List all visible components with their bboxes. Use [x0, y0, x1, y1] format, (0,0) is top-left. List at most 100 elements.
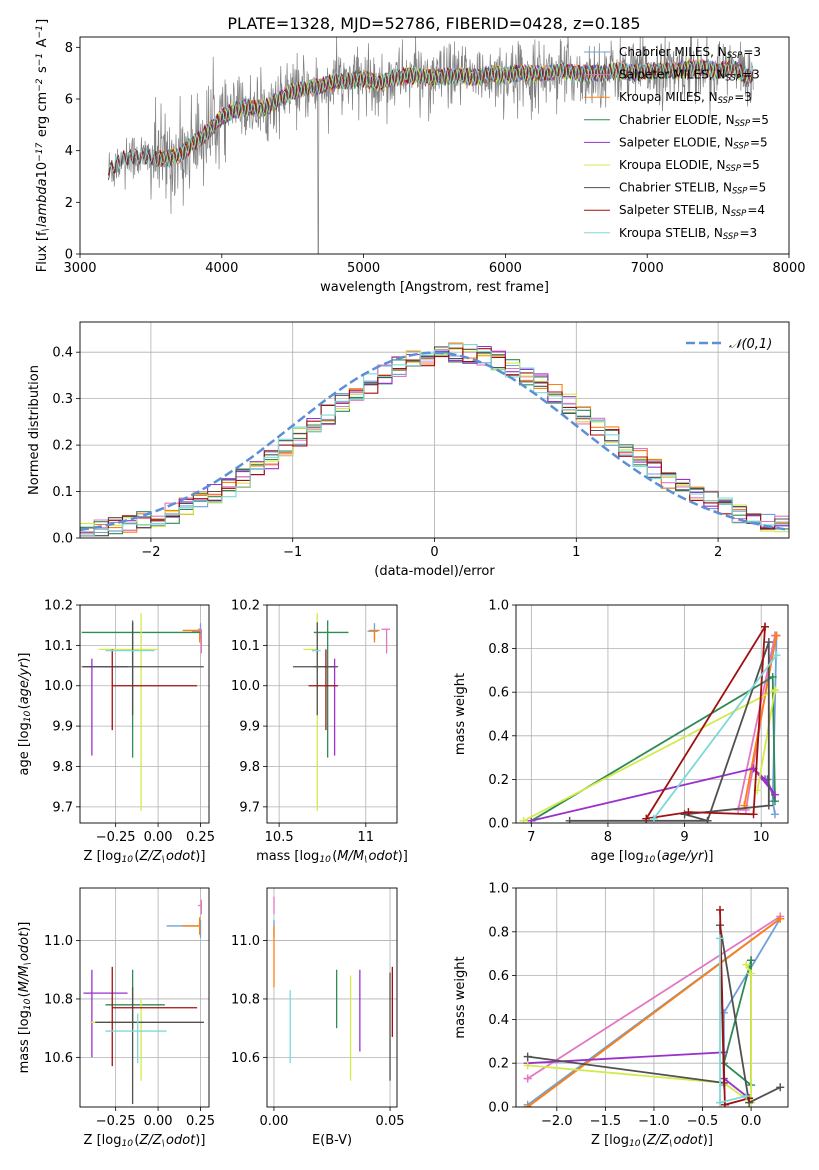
model-spectrum-salpeter-stelib — [107, 60, 754, 176]
y-axis-label: mass weight — [453, 673, 468, 755]
x-tick-label: −2 — [141, 545, 160, 560]
y-tick-label: 0.2 — [488, 773, 509, 788]
y-tick-label: 9.7 — [239, 800, 260, 815]
x-tick-label: 10 — [753, 830, 770, 845]
plot-area-ebv-mass — [273, 896, 394, 1081]
x-tick-label: −0.25 — [96, 830, 136, 845]
y-tick-label: 0.8 — [488, 642, 509, 657]
observed-spectrum — [108, 37, 754, 254]
weight-marker — [749, 810, 758, 819]
y-tick-label: 0.2 — [52, 439, 73, 454]
x-tick-label: 0.25 — [186, 1114, 215, 1129]
weight-marker — [565, 816, 574, 823]
legend-label: Chabrier MILES, NSSP =3 — [619, 45, 761, 60]
y-tick-label: 6 — [65, 93, 73, 108]
y-tick-label: 0.6 — [488, 969, 509, 984]
weight-line-chabrier-elodie — [530, 675, 776, 822]
panels: 3000 4000 5000 6000 7000 8000 0 2 4 6 8 wavelength … — [17, 19, 806, 1150]
plot-area-spectrum — [107, 37, 754, 254]
x-tick-label: 0 — [430, 545, 438, 560]
panel-ebv-mass: 0.00 0.05 10.6 10.8 11.0 E(B-V) — [231, 887, 405, 1148]
y-tick-label: 10.0 — [44, 679, 73, 694]
axes-frame — [515, 887, 789, 1108]
x-tick-label: 9 — [680, 830, 688, 845]
x-tick-label: 10.5 — [265, 830, 294, 845]
x-axis-label: mass [log10 (M/M\ odot)] — [256, 849, 408, 865]
legend-label: Kroupa MILES, NSSP =3 — [619, 90, 752, 105]
weight-marker — [703, 816, 712, 823]
weight-marker — [770, 810, 779, 819]
plot-area-weight-age — [519, 622, 781, 823]
weight-marker — [747, 969, 756, 978]
x-tick-label: 0.00 — [259, 1114, 288, 1129]
legend-label: Salpeter STELIB, NSSP =4 — [619, 203, 765, 218]
panel-Z-age: −0.25 0.00 0.25 9.7 9.8 9.9 10.0 10.1 10.2 Z [log… — [17, 599, 215, 866]
legend-label: Kroupa STELIB, NSSP =3 — [619, 226, 757, 241]
x-tick-label: 4000 — [205, 261, 238, 276]
x-tick-label: −1 — [283, 545, 302, 560]
y-tick-label: 2 — [65, 196, 73, 211]
weight-marker — [523, 1103, 532, 1107]
y-tick-label: 10.6 — [231, 1051, 260, 1066]
panel-spectrum: 3000 4000 5000 6000 7000 8000 0 2 4 6 8 wavelength … — [35, 19, 806, 295]
y-tick-label: 10.6 — [44, 1051, 73, 1066]
weight-marker — [523, 1052, 532, 1061]
y-tick-label: 10.0 — [231, 679, 260, 694]
y-tick-label: 4 — [65, 144, 73, 159]
axes-frame — [266, 604, 398, 824]
panel-residuals: −2 −1 0 1 2 0.0 0.1 0.2 0.3 0.4 (data-model)/error… — [27, 321, 790, 579]
legend-label: Kroupa ELODIE, NSSP =5 — [619, 158, 760, 173]
model-spectrum-kroupa-stelib — [107, 59, 754, 173]
y-tick-label: 0.8 — [488, 925, 509, 940]
panel-mass-age: 10.5 11 9.7 9.8 9.9 10.0 10.1 10.2 mass [log10 (… — [231, 599, 408, 866]
y-tick-label: 0.1 — [52, 485, 73, 500]
histogram-salpeter-stelib — [80, 347, 789, 537]
x-tick-label: 0.00 — [144, 1114, 173, 1129]
weight-marker — [772, 651, 781, 660]
y-tick-label: 9.7 — [52, 800, 73, 815]
x-tick-label: 8 — [604, 830, 612, 845]
x-axis-label: E(B-V) — [312, 1133, 352, 1148]
axes-frame — [79, 604, 210, 824]
axes-frame — [79, 321, 790, 539]
weight-marker — [772, 631, 781, 640]
legend-label: Salpeter MILES, NSSP =3 — [619, 68, 760, 83]
y-tick-label: 9.8 — [239, 760, 260, 775]
y-tick-label: 0.4 — [488, 729, 509, 744]
y-tick-label: 10.2 — [231, 599, 260, 614]
weight-marker — [649, 814, 658, 823]
legend-label: 𝒩(0,1) — [729, 337, 772, 352]
weight-marker — [684, 808, 693, 817]
x-axis-label: Z [log10 (Z/Z\ odot)] — [84, 1133, 206, 1149]
x-tick-label: 5000 — [347, 261, 380, 276]
y-tick-label: 9.9 — [239, 720, 260, 735]
y-tick-label: 9.8 — [52, 760, 73, 775]
weight-marker — [523, 1074, 532, 1083]
x-tick-label: −1.0 — [638, 1114, 670, 1129]
panel-weight-Z: −2.0 −1.5 −1.0 −0.5 0.0 0.0 0.2 0.4 0.6 0.8 1.0 Z [… — [453, 882, 789, 1149]
plot-area-Z-age — [81, 613, 204, 811]
axes-frame — [79, 36, 790, 255]
y-tick-label: 10.2 — [44, 599, 73, 614]
weight-marker — [761, 775, 770, 784]
panel-weight-age: 7 8 9 10 0.0 0.2 0.4 0.6 0.8 1.0 age [log10 (age/y… — [453, 599, 789, 865]
y-tick-label: 0.2 — [488, 1057, 509, 1072]
y-tick-label: 11.0 — [44, 934, 73, 949]
y-tick-label: 9.9 — [52, 720, 73, 735]
weight-marker — [519, 816, 528, 823]
weight-marker — [742, 960, 751, 969]
x-tick-label: −1.5 — [590, 1114, 622, 1129]
weight-marker — [768, 672, 777, 681]
axes-frame — [266, 887, 398, 1108]
weight-marker — [719, 1008, 728, 1017]
x-tick-label: 0.0 — [741, 1114, 762, 1129]
x-tick-label: −0.25 — [96, 1114, 136, 1129]
gaussian-curve — [80, 351, 789, 532]
weight-line-salpeter-elodie — [527, 1051, 747, 1097]
y-tick-label: 0.0 — [488, 1101, 509, 1116]
x-tick-label: −0.5 — [687, 1114, 719, 1129]
weight-marker — [776, 1083, 785, 1092]
y-tick-label: 10.1 — [231, 639, 260, 654]
y-tick-label: 8 — [65, 41, 73, 56]
